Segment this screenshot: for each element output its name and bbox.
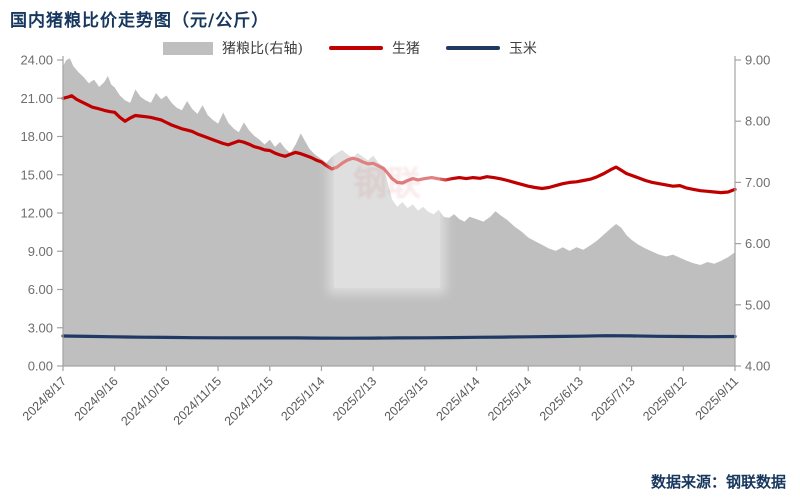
navy-line-swatch-icon xyxy=(445,46,500,50)
left-axis-label: 12.00 xyxy=(20,206,53,221)
left-axis-label: 6.00 xyxy=(28,282,53,297)
left-axis-label: 0.00 xyxy=(28,359,53,374)
left-axis-label: 9.00 xyxy=(28,244,53,259)
chart-title: 国内猪粮比价走势图（元/公斤） xyxy=(10,11,270,31)
area-swatch-icon xyxy=(163,41,213,55)
x-axis-label: 2024/9/16 xyxy=(72,374,121,423)
x-axis-label: 2024/11/15 xyxy=(171,374,225,428)
left-axis-label: 18.00 xyxy=(20,129,53,144)
left-axis-label: 24.00 xyxy=(20,53,53,68)
x-axis-label: 2024/12/15 xyxy=(222,374,276,428)
x-axis-label: 2024/8/17 xyxy=(20,374,69,423)
left-axis-label: 21.00 xyxy=(20,91,53,106)
x-axis-label: 2024/10/16 xyxy=(118,374,172,428)
right-axis-label: 5.00 xyxy=(745,297,770,312)
x-axis-label: 2025/7/13 xyxy=(589,374,638,423)
x-axis-label: 2025/5/14 xyxy=(485,374,534,423)
x-axis-label: 2025/1/14 xyxy=(278,374,327,423)
right-axis-label: 4.00 xyxy=(745,359,770,374)
legend-label-ratio: 猪粮比(右轴) xyxy=(222,41,303,57)
legend-label-corn: 玉米 xyxy=(508,41,537,57)
x-axis-label: 2025/8/12 xyxy=(640,374,689,423)
right-axis-label: 7.00 xyxy=(745,175,770,190)
left-axis-label: 3.00 xyxy=(28,320,53,335)
right-axis-label: 6.00 xyxy=(745,236,770,251)
right-axis-label: 9.00 xyxy=(745,53,770,68)
legend-item-ratio: 猪粮比(右轴) xyxy=(163,38,303,58)
legend-item-pig: 生猪 xyxy=(328,38,420,58)
data-source-note: 数据来源：钢联数据 xyxy=(650,473,786,491)
red-line-swatch-icon xyxy=(328,46,383,50)
x-axis-label: 2025/4/14 xyxy=(433,374,482,423)
x-axis-label: 2025/2/13 xyxy=(330,374,379,423)
left-axis-label: 15.00 xyxy=(20,167,53,182)
x-axis-label: 2025/3/15 xyxy=(382,374,431,423)
legend-item-corn: 玉米 xyxy=(445,38,537,58)
right-axis-label: 8.00 xyxy=(745,114,770,129)
x-axis-label: 2025/6/13 xyxy=(537,374,586,423)
legend: 猪粮比(右轴) 生猪 玉米 xyxy=(163,38,537,58)
series-line-玉米 xyxy=(61,334,737,340)
x-axis-label: 2025/9/11 xyxy=(693,374,742,423)
legend-label-pig: 生猪 xyxy=(391,41,420,57)
series-area-猪粮比 xyxy=(63,58,735,366)
